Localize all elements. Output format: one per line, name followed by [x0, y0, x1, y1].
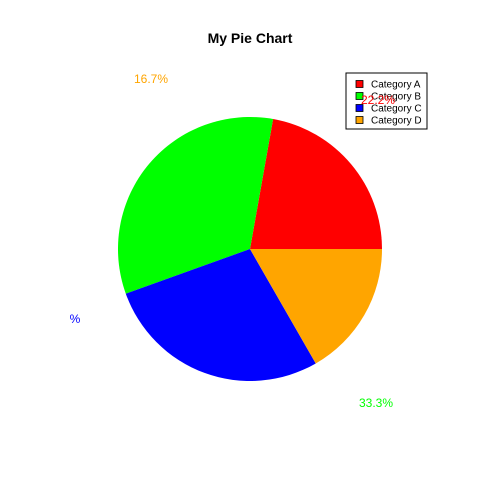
- legend-label: Category A: [371, 80, 421, 91]
- legend-label: Category C: [371, 104, 422, 115]
- legend-swatch: [355, 104, 364, 112]
- pie-slice-category-c: [125, 249, 316, 381]
- legend-swatch: [355, 92, 364, 100]
- percentage-label: %: [70, 312, 81, 326]
- percentage-label: 22.2%: [361, 93, 395, 107]
- percentage-labels: 22.2% 16.7%% 33.3%: [70, 72, 396, 410]
- pie-slices: [117, 117, 382, 381]
- pie-slice-category-a: [250, 119, 382, 249]
- legend-label: Category D: [371, 116, 422, 127]
- legend-swatch: [355, 80, 364, 88]
- pie-slice-category-b: [117, 117, 274, 294]
- legend-label: Category B: [371, 92, 421, 103]
- percentage-label: 33.3%: [359, 396, 393, 410]
- percentage-label: 16.7%: [134, 72, 168, 86]
- legend-swatch: [355, 116, 364, 124]
- chart-title: My Pie Chart: [208, 30, 293, 46]
- pie-slice-category-d: [250, 249, 382, 364]
